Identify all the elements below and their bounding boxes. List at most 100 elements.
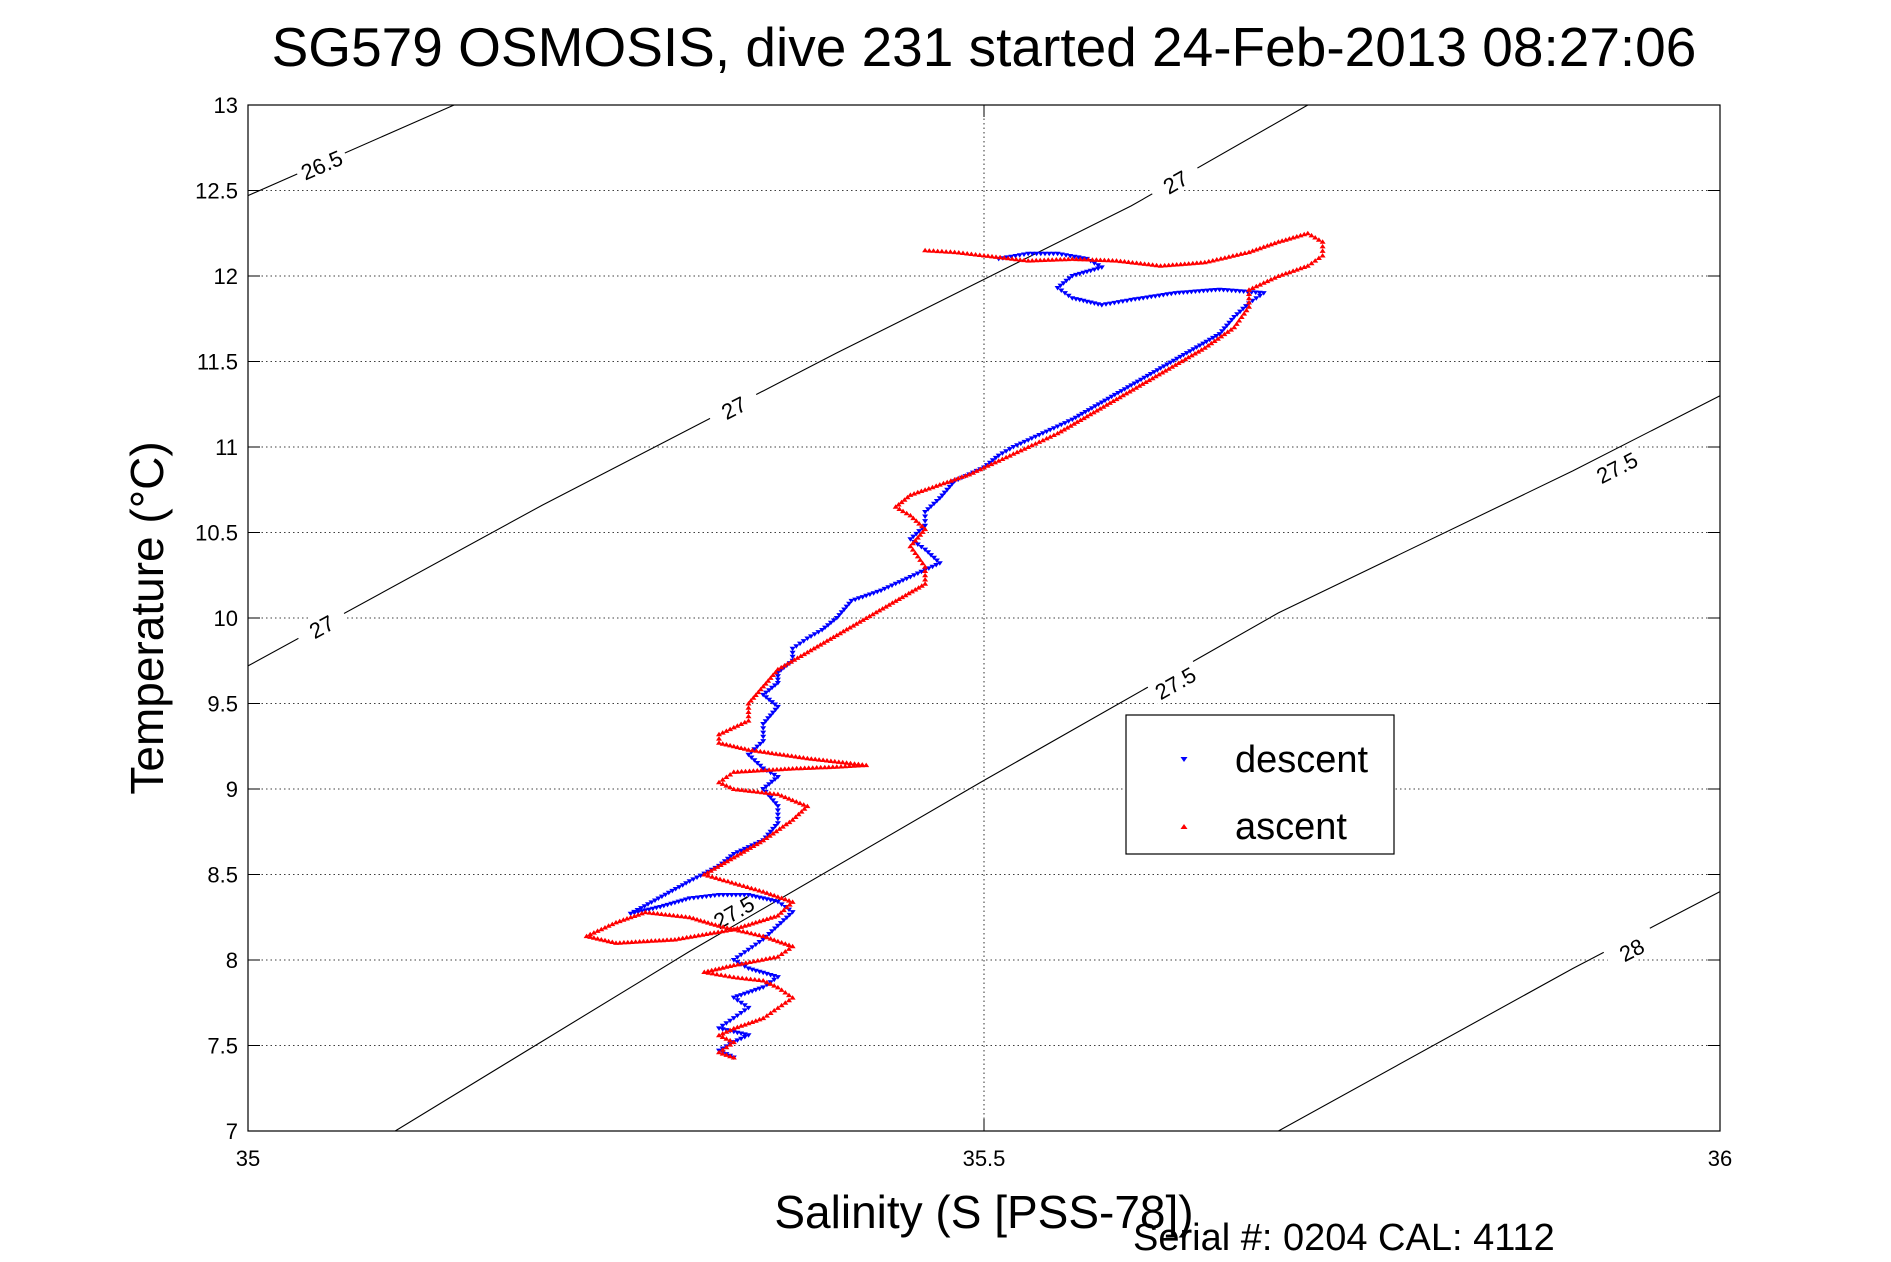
- descent-point: [760, 766, 767, 771]
- ascent-point: [620, 939, 627, 945]
- descent-point: [797, 641, 803, 647]
- ascent-point: [820, 640, 827, 645]
- descent-point: [1062, 421, 1068, 426]
- descent-point: [769, 779, 775, 785]
- descent-point: [925, 550, 932, 555]
- ascent-point: [1225, 254, 1232, 259]
- descent-point: [658, 894, 665, 900]
- ascent-point: [1246, 304, 1252, 309]
- descent-point: [774, 899, 781, 905]
- descent-point: [760, 787, 767, 792]
- descent-point: [830, 618, 837, 623]
- descent-point: [1224, 288, 1231, 293]
- ascent-point: [813, 765, 820, 770]
- legend-ascent-label: ascent: [1235, 806, 1347, 848]
- ascent-point: [807, 647, 814, 653]
- y-tick-labels: 7 7.5 8 8.5 9 9.5 10 10.5 11 11.5 12 12.5 13: [195, 93, 238, 1144]
- ascent-point: [1257, 245, 1263, 251]
- ascent-point: [719, 1034, 726, 1039]
- descent-point: [1098, 400, 1105, 405]
- ascent-point: [1304, 263, 1311, 268]
- descent-point: [754, 761, 761, 766]
- descent-point: [727, 854, 734, 859]
- descent-point: [676, 885, 683, 890]
- ascent-point: [789, 766, 796, 771]
- ascent-point: [1208, 340, 1215, 346]
- ascent-point: [1236, 318, 1243, 323]
- grid-lines: [248, 105, 1720, 1131]
- ascent-point: [1021, 446, 1028, 451]
- y-axis-label: Temperature (°C): [121, 441, 173, 794]
- ascent-point: [1253, 247, 1260, 252]
- descent-point: [1047, 427, 1054, 433]
- ascent-point: [1217, 256, 1224, 261]
- descent-point: [928, 504, 934, 509]
- ascent-point: [922, 564, 929, 569]
- descent-point: [1184, 290, 1191, 295]
- ascent-point: [1061, 256, 1068, 262]
- ascent-point: [668, 937, 674, 942]
- descent-point: [745, 893, 752, 898]
- ascent-point: [766, 767, 773, 772]
- descent-point: [749, 967, 756, 973]
- descent-point: [749, 893, 756, 899]
- descent-point: [936, 561, 943, 566]
- ascent-point: [756, 888, 763, 893]
- descent-point: [648, 900, 655, 905]
- ascent-point: [1241, 311, 1248, 316]
- descent-point: [1084, 299, 1090, 305]
- ascent-point: [632, 939, 639, 944]
- ascent-point: [1319, 239, 1326, 244]
- descent-point: [874, 589, 881, 595]
- ascent-point: [1197, 260, 1204, 265]
- descent-point: [734, 1030, 741, 1036]
- ascent-point: [1097, 406, 1104, 411]
- ascent-point: [656, 937, 663, 943]
- ascent-point: [1089, 257, 1096, 262]
- descent-point: [690, 896, 697, 901]
- descent-point: [1054, 286, 1061, 291]
- descent-point: [772, 926, 778, 931]
- descent-point: [1204, 288, 1211, 294]
- descent-point: [1058, 252, 1065, 257]
- ascent-point: [915, 585, 922, 590]
- descent-point: [738, 1036, 745, 1042]
- ascent-point: [791, 657, 798, 662]
- descent-point: [1014, 443, 1021, 448]
- ascent-point: [914, 535, 921, 540]
- descent-point: [989, 458, 996, 463]
- ascent-point: [782, 794, 789, 800]
- ascent-point: [922, 577, 929, 582]
- ascent-point: [789, 899, 796, 904]
- descent-point: [1021, 439, 1028, 445]
- descent-point: [1228, 288, 1235, 294]
- ascent-point: [1185, 261, 1192, 266]
- descent-point: [1006, 447, 1013, 452]
- ascent-point: [911, 491, 918, 496]
- descent-point: [760, 739, 767, 744]
- y-tick-label: 13: [214, 93, 238, 118]
- ascent-point: [778, 987, 785, 992]
- ascent-point: [616, 940, 623, 945]
- ascent-point: [1214, 336, 1221, 341]
- descent-point: [855, 596, 862, 601]
- ascent-point: [1181, 261, 1188, 266]
- ascent-point: [1237, 251, 1244, 256]
- y-tick-label: 10.5: [195, 521, 238, 546]
- ascent-point: [1173, 262, 1180, 267]
- descent-point: [1134, 379, 1141, 385]
- descent-point: [741, 1008, 748, 1013]
- ascent-point: [1286, 236, 1293, 241]
- ascent-point: [754, 768, 761, 773]
- descent-point: [889, 583, 895, 588]
- descent-point: [767, 713, 774, 718]
- ascent-point: [944, 479, 951, 485]
- ascent-point: [1221, 255, 1228, 260]
- ascent-point: [1003, 454, 1010, 460]
- descent-point: [1131, 381, 1138, 386]
- descent-point: [730, 852, 737, 857]
- ascent-point: [846, 625, 853, 630]
- ascent-point: [938, 248, 945, 254]
- ascent-point: [1293, 267, 1300, 272]
